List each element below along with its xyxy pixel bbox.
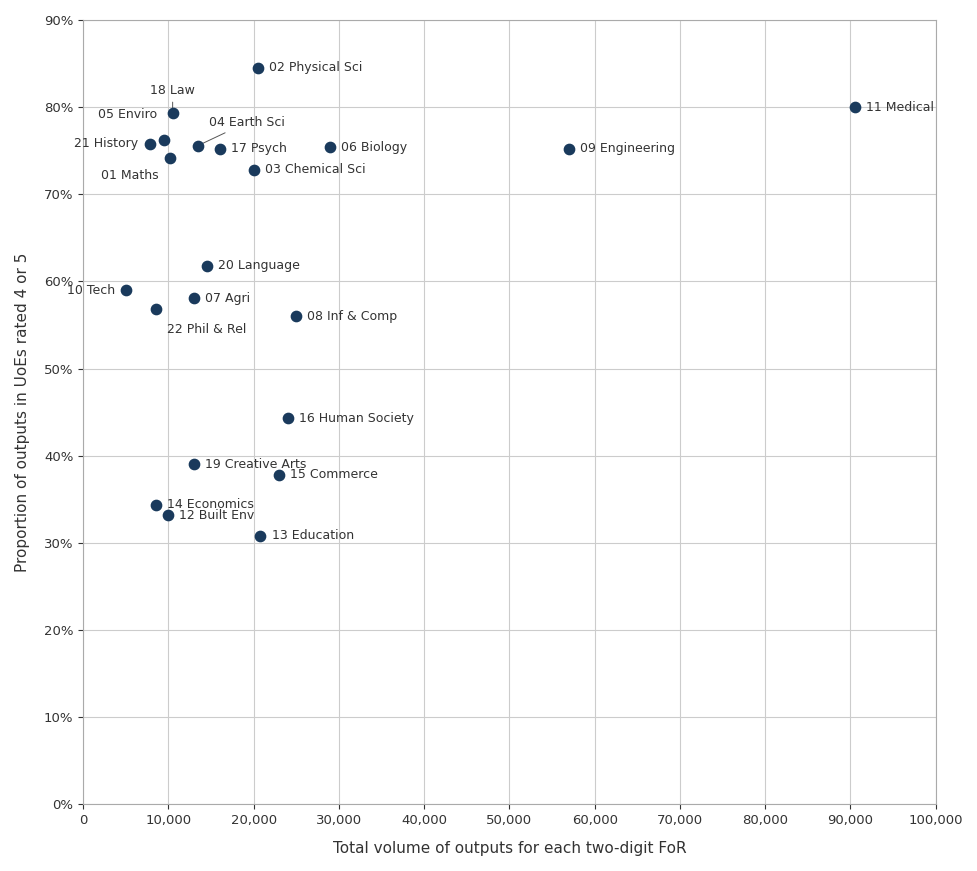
Point	[561, 142, 576, 156]
Point	[846, 100, 862, 114]
X-axis label: Total volume of outputs for each two-digit FoR: Total volume of outputs for each two-dig…	[332, 841, 686, 856]
Text: 07 Agri: 07 Agri	[205, 292, 250, 305]
Point	[279, 411, 295, 425]
Text: 01 Maths: 01 Maths	[102, 169, 159, 182]
Text: 21 History: 21 History	[74, 138, 139, 151]
Point	[271, 468, 286, 482]
Point	[162, 151, 178, 165]
Point	[252, 529, 268, 543]
Point	[148, 497, 163, 511]
Text: 06 Biology: 06 Biology	[341, 141, 407, 154]
Text: 08 Inf & Comp: 08 Inf & Comp	[307, 310, 397, 323]
Point	[322, 140, 338, 154]
Text: 03 Chemical Sci: 03 Chemical Sci	[265, 164, 365, 177]
Point	[191, 138, 206, 152]
Text: 12 Built Env: 12 Built Env	[180, 509, 254, 522]
Text: 22 Phil & Rel: 22 Phil & Rel	[166, 323, 246, 336]
Text: 18 Law: 18 Law	[150, 84, 194, 111]
Point	[142, 137, 157, 151]
Text: 17 Psych: 17 Psych	[231, 143, 286, 156]
Text: 11 Medical: 11 Medical	[865, 101, 933, 113]
Point	[211, 142, 227, 156]
Text: 13 Education: 13 Education	[272, 530, 354, 543]
Text: 05 Enviro: 05 Enviro	[98, 108, 157, 121]
Point	[118, 283, 134, 297]
Point	[198, 259, 214, 273]
Point	[288, 309, 304, 323]
Point	[186, 291, 201, 305]
Point	[186, 457, 201, 471]
Text: 10 Tech: 10 Tech	[66, 284, 114, 297]
Text: 15 Commerce: 15 Commerce	[290, 469, 378, 482]
Text: 19 Creative Arts: 19 Creative Arts	[205, 458, 306, 471]
Text: 09 Engineering: 09 Engineering	[579, 143, 674, 156]
Y-axis label: Proportion of outputs in UoEs rated 4 or 5: Proportion of outputs in UoEs rated 4 or…	[15, 253, 30, 572]
Text: 20 Language: 20 Language	[218, 260, 299, 273]
Point	[165, 106, 181, 120]
Point	[148, 302, 163, 316]
Point	[250, 61, 266, 75]
Text: 04 Earth Sci: 04 Earth Sci	[200, 116, 285, 145]
Text: 16 Human Society: 16 Human Society	[299, 412, 413, 425]
Point	[245, 163, 261, 177]
Text: 14 Economics: 14 Economics	[166, 498, 253, 511]
Point	[156, 133, 172, 147]
Text: 02 Physical Sci: 02 Physical Sci	[269, 62, 362, 74]
Point	[160, 508, 176, 522]
